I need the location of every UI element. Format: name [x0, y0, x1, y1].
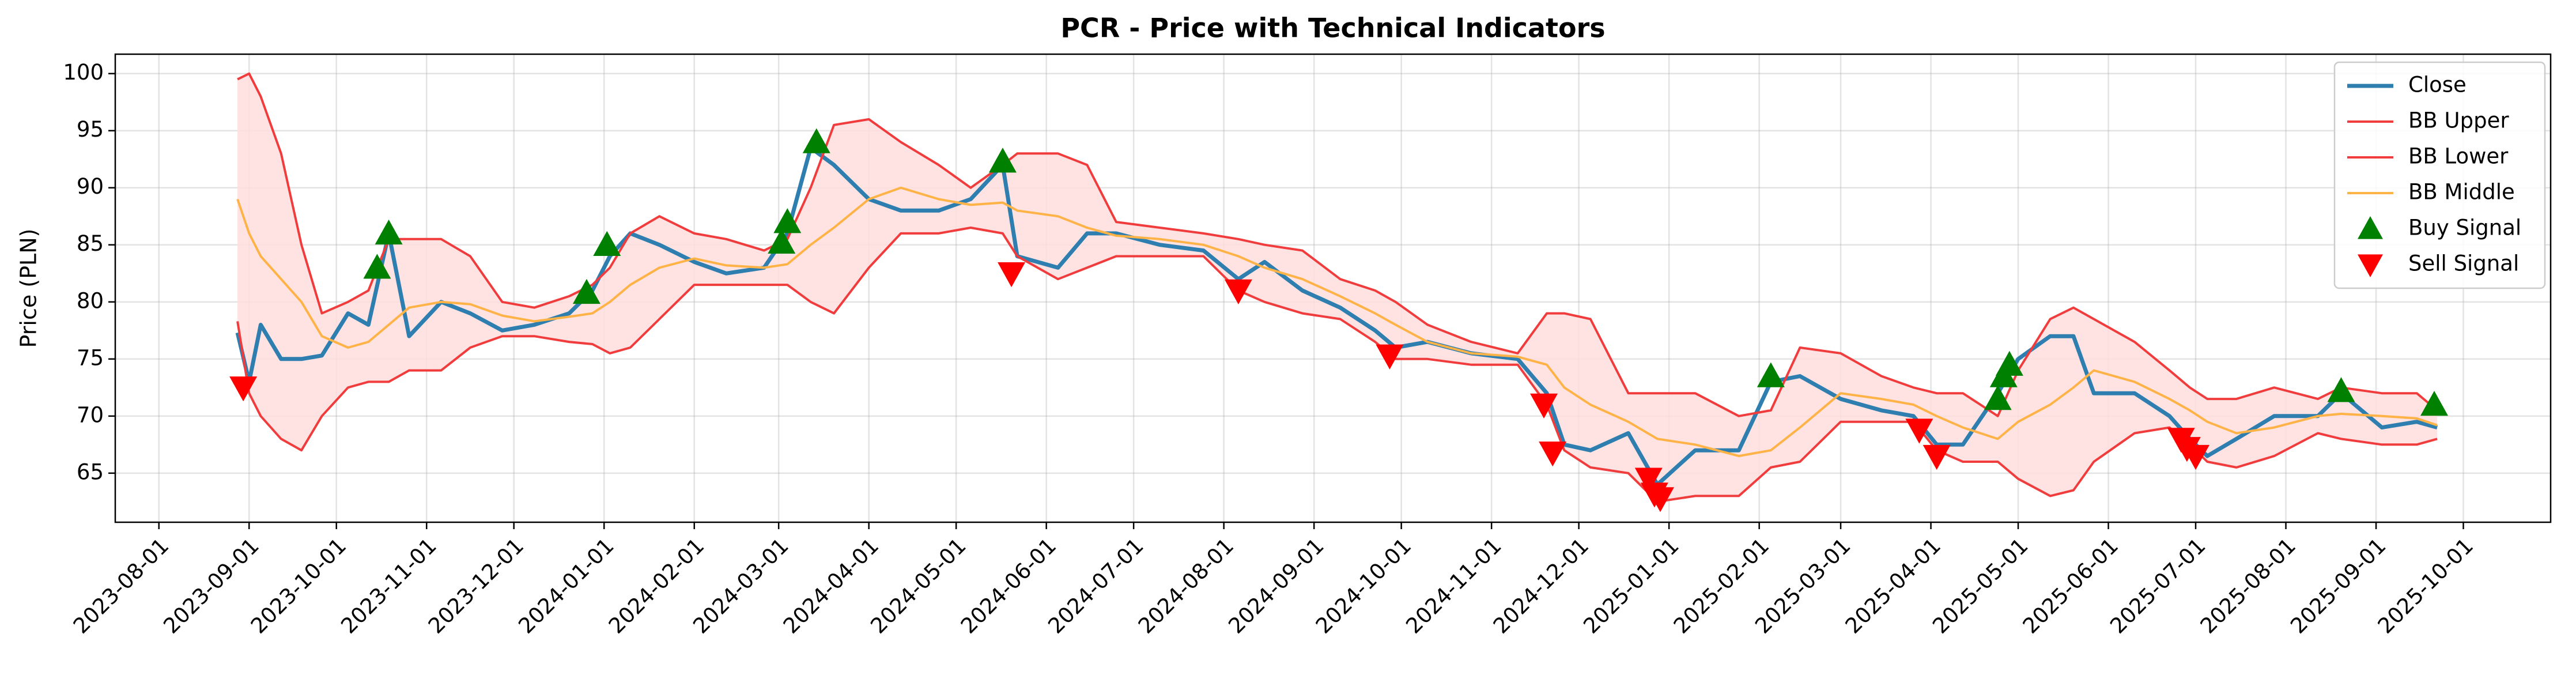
signal-marker: [1539, 441, 1567, 467]
legend-box: [2333, 61, 2546, 289]
y-tick-label: 75: [77, 345, 104, 370]
legend-marker: [2358, 254, 2383, 277]
y-tick-label: 65: [77, 459, 104, 484]
signal-marker: [1995, 350, 2023, 376]
series-line: [236, 186, 2438, 458]
signal-marker: [375, 219, 403, 245]
series-line: [236, 227, 2438, 503]
legend-label: Close: [2408, 73, 2467, 97]
signal-marker: [1376, 344, 1404, 369]
signal-marker: [773, 208, 802, 233]
legend-label: BB Middle: [2408, 180, 2515, 205]
y-tick-label: 95: [77, 117, 104, 142]
signal-marker: [593, 231, 621, 256]
y-tick-label: 90: [77, 174, 104, 199]
signal-marker: [1984, 385, 2012, 410]
x-tick-label: 2024-08-01: [1134, 533, 1238, 638]
series-line: [237, 72, 2438, 417]
signal-marker: [2182, 444, 2210, 470]
legend-marker: [2358, 216, 2383, 239]
y-axis-label: Price (PLN): [16, 229, 41, 348]
signal-marker: [229, 376, 258, 402]
chart-title: PCR - Price with Technical Indicators: [1060, 13, 1605, 44]
band-fill: [237, 73, 2438, 502]
x-tick-label: 2024-01-01: [513, 533, 618, 638]
signal-marker: [363, 254, 391, 279]
legend-label: BB Upper: [2408, 108, 2509, 133]
legend-label: Sell Signal: [2408, 251, 2519, 276]
plot-frame: [114, 53, 2552, 523]
x-tick-label: 2023-08-01: [69, 533, 173, 638]
y-tick-label: 80: [77, 288, 104, 313]
signal-marker: [1922, 444, 1951, 470]
y-tick-label: 85: [77, 231, 104, 256]
signal-marker: [802, 128, 830, 153]
signal-marker: [1905, 418, 1933, 444]
signal-marker: [998, 262, 1026, 288]
signal-marker: [1530, 393, 1558, 419]
x-tick-label: 2025-01-01: [1578, 533, 1683, 638]
signal-marker: [1646, 487, 1675, 512]
series-line: [235, 145, 2438, 487]
legend-label: Buy Signal: [2408, 216, 2521, 240]
signal-marker: [768, 228, 796, 254]
signal-marker: [988, 148, 1017, 173]
y-tick-label: 70: [77, 402, 104, 427]
signal-marker: [1757, 362, 1785, 387]
x-tick-label: 2025-08-01: [2196, 533, 2301, 638]
legend-label: BB Lower: [2408, 144, 2509, 169]
signal-marker: [1224, 279, 1252, 304]
signal-marker: [2420, 391, 2449, 416]
signal-marker: [2327, 377, 2355, 402]
signal-marker: [1634, 467, 1663, 493]
signal-marker: [572, 278, 600, 304]
y-tick-label: 100: [63, 60, 104, 85]
